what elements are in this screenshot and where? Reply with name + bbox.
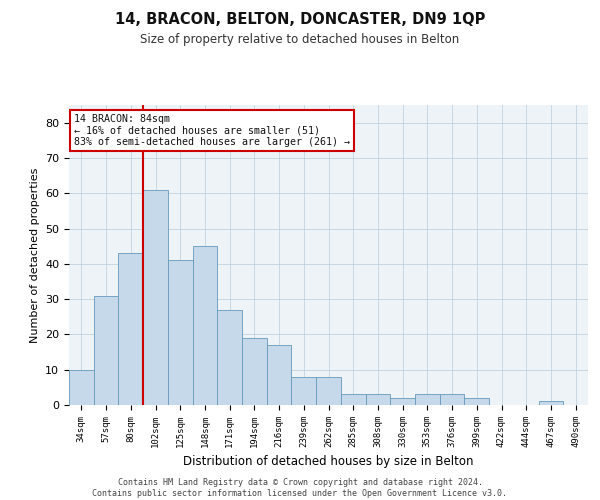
- Text: 14 BRACON: 84sqm
← 16% of detached houses are smaller (51)
83% of semi-detached : 14 BRACON: 84sqm ← 16% of detached house…: [74, 114, 350, 147]
- Bar: [118, 253, 143, 405]
- Bar: [292, 377, 316, 405]
- Bar: [168, 260, 193, 405]
- Bar: [193, 246, 217, 405]
- Bar: [143, 190, 168, 405]
- Bar: [539, 402, 563, 405]
- Bar: [94, 296, 118, 405]
- Bar: [390, 398, 415, 405]
- Bar: [415, 394, 440, 405]
- X-axis label: Distribution of detached houses by size in Belton: Distribution of detached houses by size …: [183, 456, 474, 468]
- Text: 14, BRACON, BELTON, DONCASTER, DN9 1QP: 14, BRACON, BELTON, DONCASTER, DN9 1QP: [115, 12, 485, 28]
- Bar: [69, 370, 94, 405]
- Bar: [365, 394, 390, 405]
- Bar: [341, 394, 365, 405]
- Text: Size of property relative to detached houses in Belton: Size of property relative to detached ho…: [140, 32, 460, 46]
- Bar: [242, 338, 267, 405]
- Text: Contains HM Land Registry data © Crown copyright and database right 2024.
Contai: Contains HM Land Registry data © Crown c…: [92, 478, 508, 498]
- Bar: [464, 398, 489, 405]
- Y-axis label: Number of detached properties: Number of detached properties: [29, 168, 40, 342]
- Bar: [316, 377, 341, 405]
- Bar: [267, 345, 292, 405]
- Bar: [440, 394, 464, 405]
- Bar: [217, 310, 242, 405]
